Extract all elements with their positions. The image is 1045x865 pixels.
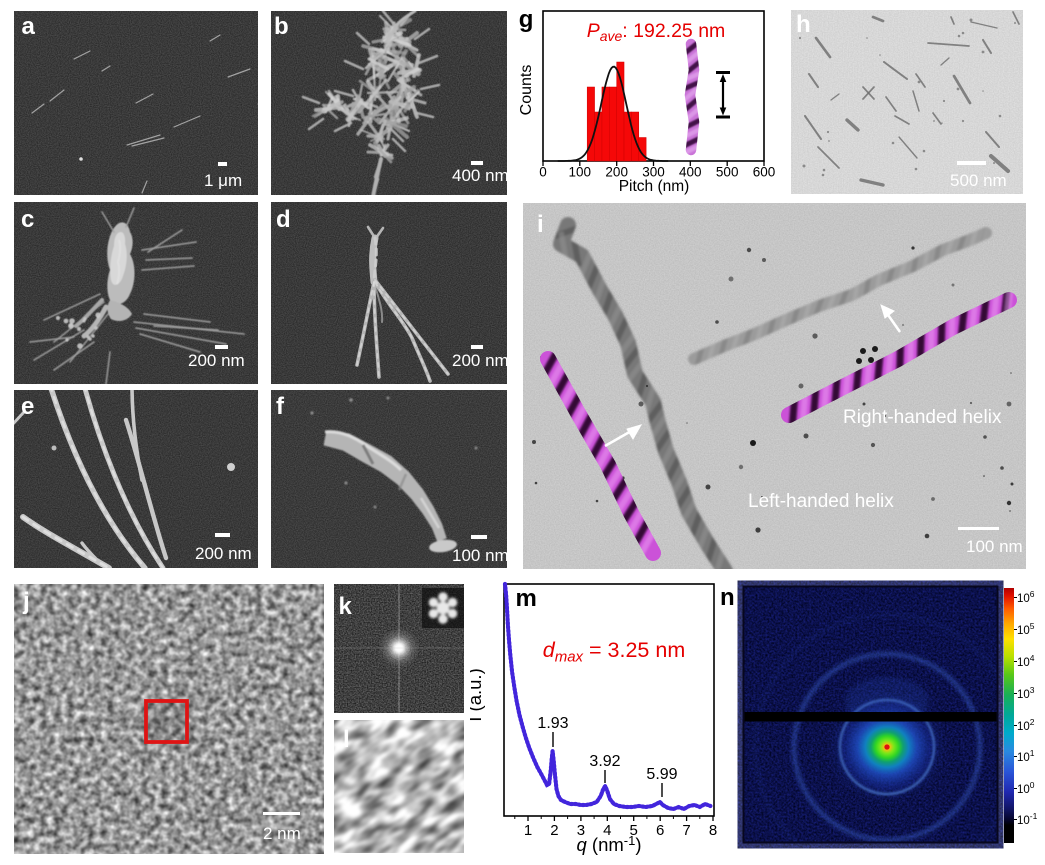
svg-text:105: 105 bbox=[1017, 621, 1035, 637]
svg-text:100: 100 bbox=[569, 165, 592, 180]
svg-text:100: 100 bbox=[1017, 780, 1035, 796]
svg-text:q (nm-1): q (nm-1) bbox=[576, 833, 641, 855]
svg-text:dmax = 3.25 nm: dmax = 3.25 nm bbox=[543, 638, 686, 666]
svg-text:0: 0 bbox=[539, 165, 547, 180]
svg-text:1.93: 1.93 bbox=[537, 715, 568, 732]
svg-text:104: 104 bbox=[1017, 653, 1035, 669]
svg-text:Counts: Counts bbox=[518, 65, 535, 116]
svg-text:101: 101 bbox=[1017, 748, 1035, 764]
svg-text:5: 5 bbox=[630, 822, 638, 839]
svg-text:106: 106 bbox=[1017, 589, 1035, 605]
svg-text:600: 600 bbox=[753, 165, 776, 180]
svg-text:2: 2 bbox=[550, 822, 558, 839]
svg-text:m: m bbox=[516, 585, 537, 612]
svg-text:Pave: 192.25 nm: Pave: 192.25 nm bbox=[587, 20, 726, 44]
svg-text:I (a.u.): I (a.u.) bbox=[470, 668, 485, 721]
svg-text:3.92: 3.92 bbox=[589, 753, 620, 770]
svg-text:5.99: 5.99 bbox=[646, 766, 677, 783]
svg-text:200: 200 bbox=[605, 165, 628, 180]
svg-text:400: 400 bbox=[679, 165, 702, 180]
svg-text:102: 102 bbox=[1017, 717, 1035, 733]
svg-text:300: 300 bbox=[642, 165, 665, 180]
svg-text:Pitch (nm): Pitch (nm) bbox=[619, 178, 690, 195]
svg-text:1: 1 bbox=[524, 822, 532, 839]
svg-text:4: 4 bbox=[603, 822, 611, 839]
svg-text:8: 8 bbox=[709, 822, 717, 839]
svg-text:500: 500 bbox=[716, 165, 739, 180]
svg-text:10-1: 10-1 bbox=[1017, 811, 1038, 827]
svg-text:7: 7 bbox=[682, 822, 690, 839]
svg-text:6: 6 bbox=[656, 822, 664, 839]
svg-text:3: 3 bbox=[577, 822, 585, 839]
svg-text:103: 103 bbox=[1017, 685, 1035, 701]
